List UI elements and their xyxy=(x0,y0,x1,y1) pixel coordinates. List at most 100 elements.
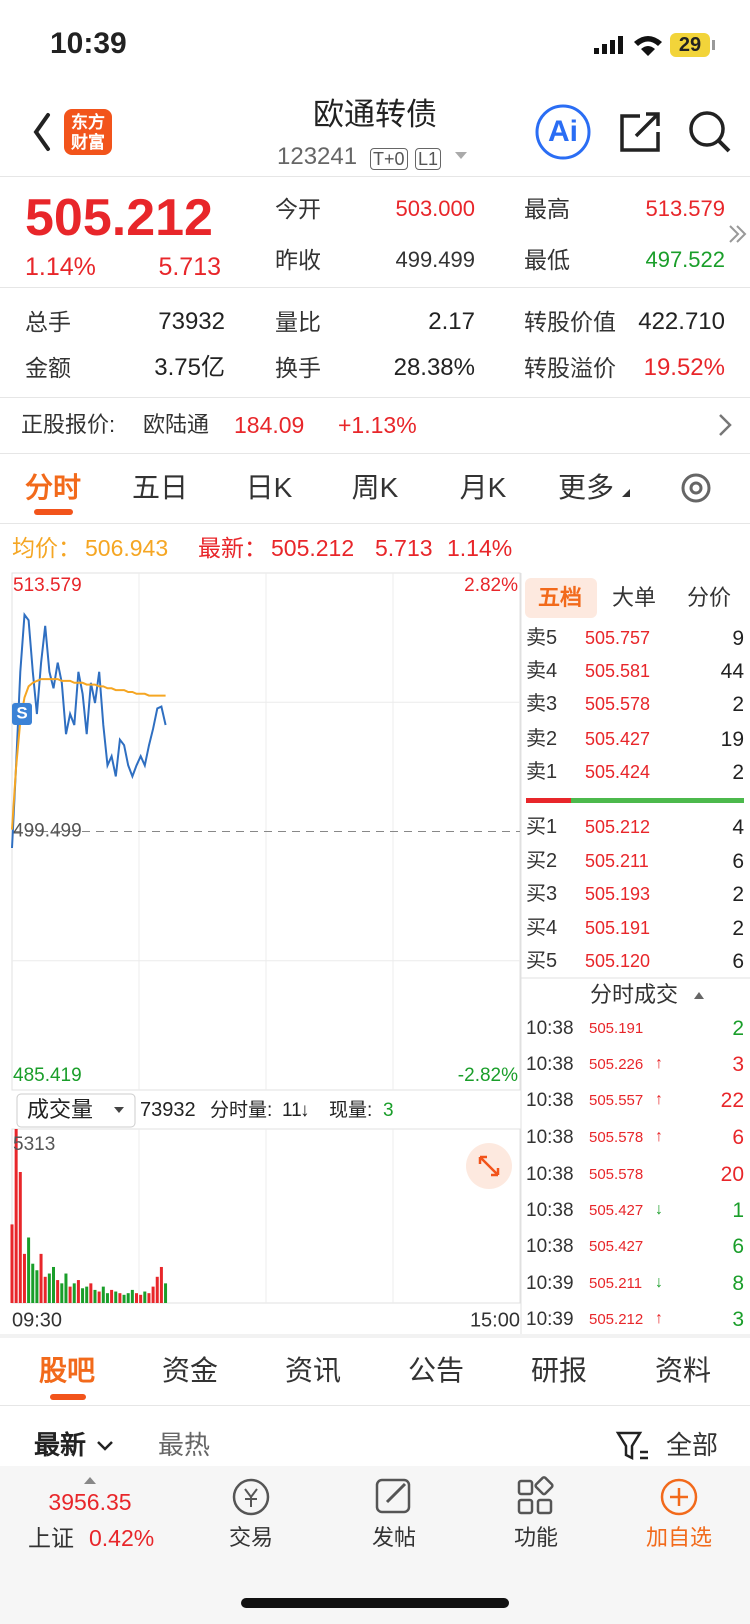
stat-value: 73932 xyxy=(158,308,225,335)
field-label: 最低 xyxy=(524,246,570,273)
book-price: 505.211 xyxy=(585,851,649,871)
chart-tab[interactable]: 五日 xyxy=(131,472,189,503)
stat-label: 金额 xyxy=(25,354,71,381)
trade-icon[interactable] xyxy=(232,1478,270,1516)
price-line xyxy=(11,612,167,849)
chart-tab[interactable]: 更多 xyxy=(557,472,615,503)
trade-time: 10:38 xyxy=(526,1017,574,1039)
footer-bg xyxy=(0,1466,750,1624)
volume-bar xyxy=(130,1289,134,1303)
volume-bar xyxy=(43,1276,47,1303)
trade-price: 505.578 xyxy=(589,1128,644,1146)
trade-time: 10:39 xyxy=(526,1308,574,1330)
marker-box xyxy=(12,702,32,725)
chart-tab[interactable]: 日K xyxy=(245,472,293,503)
community-tab[interactable]: 资料 xyxy=(654,1355,712,1386)
sort-option[interactable]: 最热 xyxy=(158,1430,211,1460)
y-tick-label: 485.419 xyxy=(13,1065,82,1086)
volume-bar xyxy=(39,1253,43,1303)
volume-caret xyxy=(114,1107,124,1113)
share-button[interactable] xyxy=(620,112,660,152)
community-tab[interactable]: 公告 xyxy=(407,1355,465,1386)
book-price: 505.212 xyxy=(585,817,651,837)
stat-value: 28.38% xyxy=(393,354,475,381)
fullscreen-button[interactable] xyxy=(466,1143,512,1189)
community-tab[interactable]: 研报 xyxy=(530,1355,588,1386)
trade-volume: 20 xyxy=(720,1162,744,1186)
post-icon[interactable] xyxy=(375,1478,411,1514)
volume-bar xyxy=(72,1283,76,1303)
volume-arrow: ↓ xyxy=(300,1099,310,1121)
index-value: 3956.35 xyxy=(48,1488,132,1515)
filter-label[interactable]: 全部 xyxy=(665,1430,718,1460)
settings-button[interactable] xyxy=(681,473,711,503)
latest-label: 最新： xyxy=(198,534,267,561)
y2-tick-label: -2.82% xyxy=(458,1065,518,1086)
nav-label[interactable]: 功能 xyxy=(513,1525,559,1550)
book-tab[interactable]: 大单 xyxy=(611,585,657,610)
book-price: 505.193 xyxy=(585,884,651,904)
code-dropdown[interactable] xyxy=(455,152,467,159)
book-label: 卖1 xyxy=(526,761,558,783)
nav-label[interactable]: 交易 xyxy=(228,1525,274,1550)
volume-bar xyxy=(118,1293,122,1303)
search-button[interactable] xyxy=(689,111,731,153)
book-price: 505.120 xyxy=(585,951,651,971)
field-label: 今开 xyxy=(275,195,321,222)
trade-volume: 3 xyxy=(732,1052,744,1076)
field-value: 513.579 xyxy=(645,196,725,221)
latest-value: 505.212 xyxy=(271,534,355,561)
last-price: 505.212 xyxy=(25,189,213,247)
volume-now-label: 现量: xyxy=(329,1099,373,1121)
price-line xyxy=(11,678,166,830)
trade-arrow: ↓ xyxy=(655,1274,663,1291)
stat-value: 422.710 xyxy=(638,308,725,335)
trade-price: 505.557 xyxy=(589,1091,644,1109)
marker-label: S xyxy=(16,703,27,722)
add-watch-icon[interactable] xyxy=(660,1478,698,1516)
volume-selector[interactable] xyxy=(16,1093,136,1128)
nav-label[interactable]: 发帖 xyxy=(371,1525,417,1550)
book-price: 505.581 xyxy=(585,661,651,681)
nav-label[interactable]: 加自选 xyxy=(645,1525,713,1550)
trades-title: 分时成交 xyxy=(589,982,679,1007)
volume-bar xyxy=(97,1291,101,1303)
volume-bar xyxy=(164,1283,168,1303)
back-button[interactable] xyxy=(33,113,50,151)
home-indicator xyxy=(241,1598,509,1608)
chart-tab[interactable]: 周K xyxy=(351,472,399,503)
volume-bar xyxy=(85,1286,89,1303)
book-price: 505.757 xyxy=(585,628,651,648)
chart-tab[interactable]: 月K xyxy=(459,472,507,503)
chevron[interactable] xyxy=(719,414,732,436)
book-tab[interactable]: 分价 xyxy=(686,585,732,610)
divider xyxy=(0,397,750,398)
volume-bar xyxy=(101,1286,105,1303)
volume-bar xyxy=(18,1172,22,1303)
trade-price: 505.226 xyxy=(589,1055,644,1073)
book-tab[interactable]: 五档 xyxy=(537,585,583,610)
volume-bar xyxy=(105,1293,109,1303)
chart-tab[interactable]: 分时 xyxy=(24,472,82,503)
expand-arrow[interactable] xyxy=(729,225,747,243)
function-icon[interactable] xyxy=(517,1476,554,1515)
divider xyxy=(0,453,750,454)
filter-icon[interactable] xyxy=(615,1431,648,1461)
trade-price: 505.427 xyxy=(589,1237,644,1255)
volume-title[interactable]: 成交量 xyxy=(27,1097,94,1122)
volume-bar xyxy=(64,1273,68,1303)
book-volume: 9 xyxy=(732,626,744,650)
community-tab[interactable]: 资讯 xyxy=(284,1355,342,1386)
trade-time: 10:38 xyxy=(526,1235,574,1257)
sort-option[interactable]: 最新 xyxy=(34,1430,87,1460)
stat-label: 转股溢价 xyxy=(524,354,616,381)
trade-volume: 22 xyxy=(720,1088,744,1112)
community-tab[interactable]: 资金 xyxy=(161,1355,219,1386)
sort-caret[interactable] xyxy=(97,1441,113,1451)
volume-bar xyxy=(52,1266,55,1303)
community-tab[interactable]: 股吧 xyxy=(38,1355,96,1386)
book-volume: 44 xyxy=(720,659,744,683)
ai-button[interactable] xyxy=(535,104,591,160)
volume-bar xyxy=(110,1289,114,1303)
trade-volume: 8 xyxy=(732,1271,744,1295)
